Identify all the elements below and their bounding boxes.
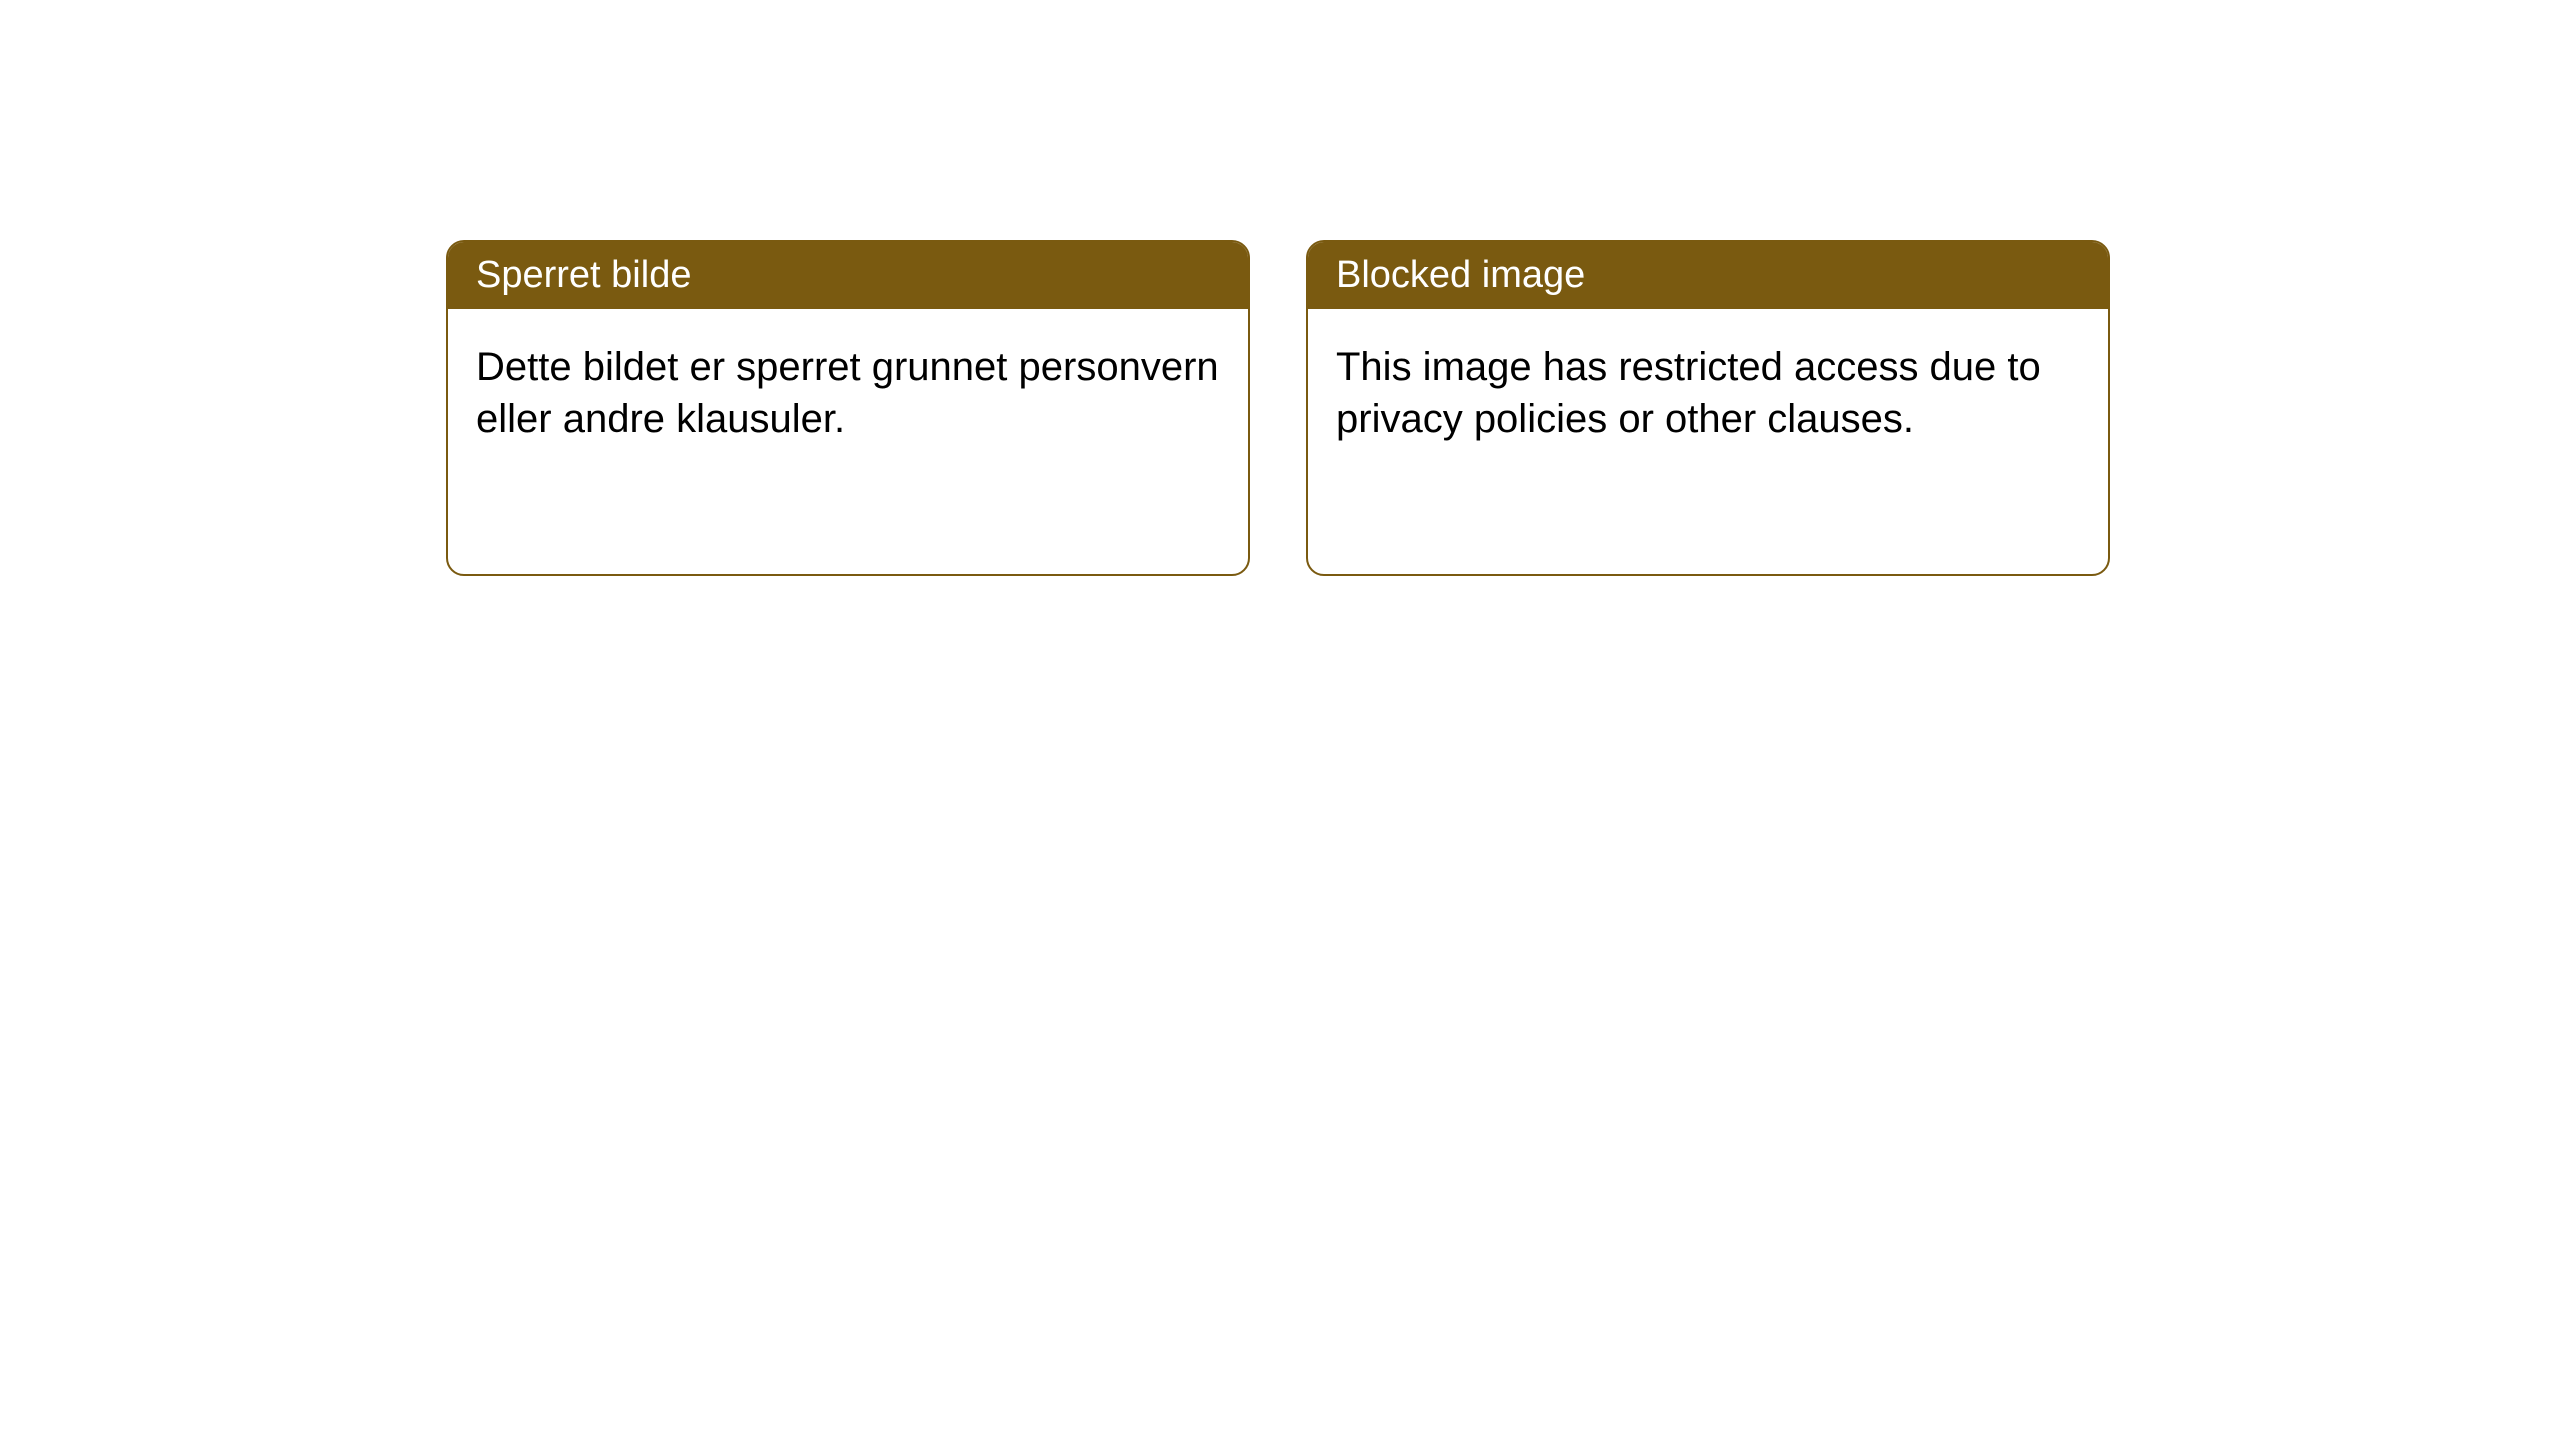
card-header: Blocked image	[1308, 242, 2108, 309]
notice-cards-container: Sperret bilde Dette bildet er sperret gr…	[446, 240, 2560, 576]
notice-card-norwegian: Sperret bilde Dette bildet er sperret gr…	[446, 240, 1250, 576]
notice-card-english: Blocked image This image has restricted …	[1306, 240, 2110, 576]
card-body: Dette bildet er sperret grunnet personve…	[448, 309, 1248, 477]
card-header: Sperret bilde	[448, 242, 1248, 309]
card-body: This image has restricted access due to …	[1308, 309, 2108, 477]
